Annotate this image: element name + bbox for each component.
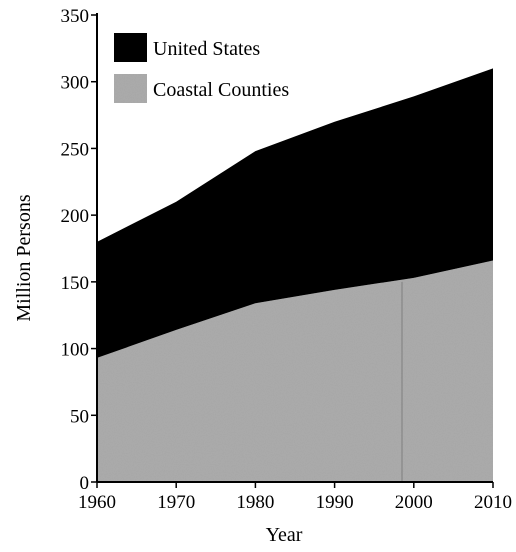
y-tick-label: 350 (61, 6, 90, 27)
x-tick-label: 2000 (395, 492, 433, 513)
plot-area (97, 68, 493, 482)
x-tick-label: 1970 (157, 492, 195, 513)
x-tick-label: 1960 (78, 492, 116, 513)
axes (96, 13, 493, 483)
y-tick-label: 250 (61, 139, 90, 160)
y-tick-label: 150 (61, 273, 90, 294)
y-axis-title: Million Persons (13, 194, 35, 321)
legend-swatch (114, 33, 147, 62)
x-tick-label: 1990 (316, 492, 354, 513)
legend: United States Coastal Counties (114, 33, 289, 103)
x-tick-label: 2010 (474, 492, 512, 513)
y-tick-label: 100 (61, 340, 90, 361)
legend-label: United States (153, 38, 260, 60)
y-tick-label: 0 (80, 473, 90, 494)
legend-swatch (114, 74, 147, 103)
y-axis: 0 50 100 150 200 250 300 350 (61, 6, 97, 494)
y-tick-label: 300 (61, 73, 90, 94)
legend-label: Coastal Counties (153, 79, 289, 101)
x-axis: 1960 1970 1980 1990 2000 2010 (78, 482, 512, 513)
y-tick-label: 200 (61, 206, 90, 227)
area-series-1 (97, 260, 493, 482)
y-tick-label: 50 (70, 406, 89, 427)
x-tick-label: 1980 (236, 492, 274, 513)
x-axis-title: Year (266, 524, 303, 546)
